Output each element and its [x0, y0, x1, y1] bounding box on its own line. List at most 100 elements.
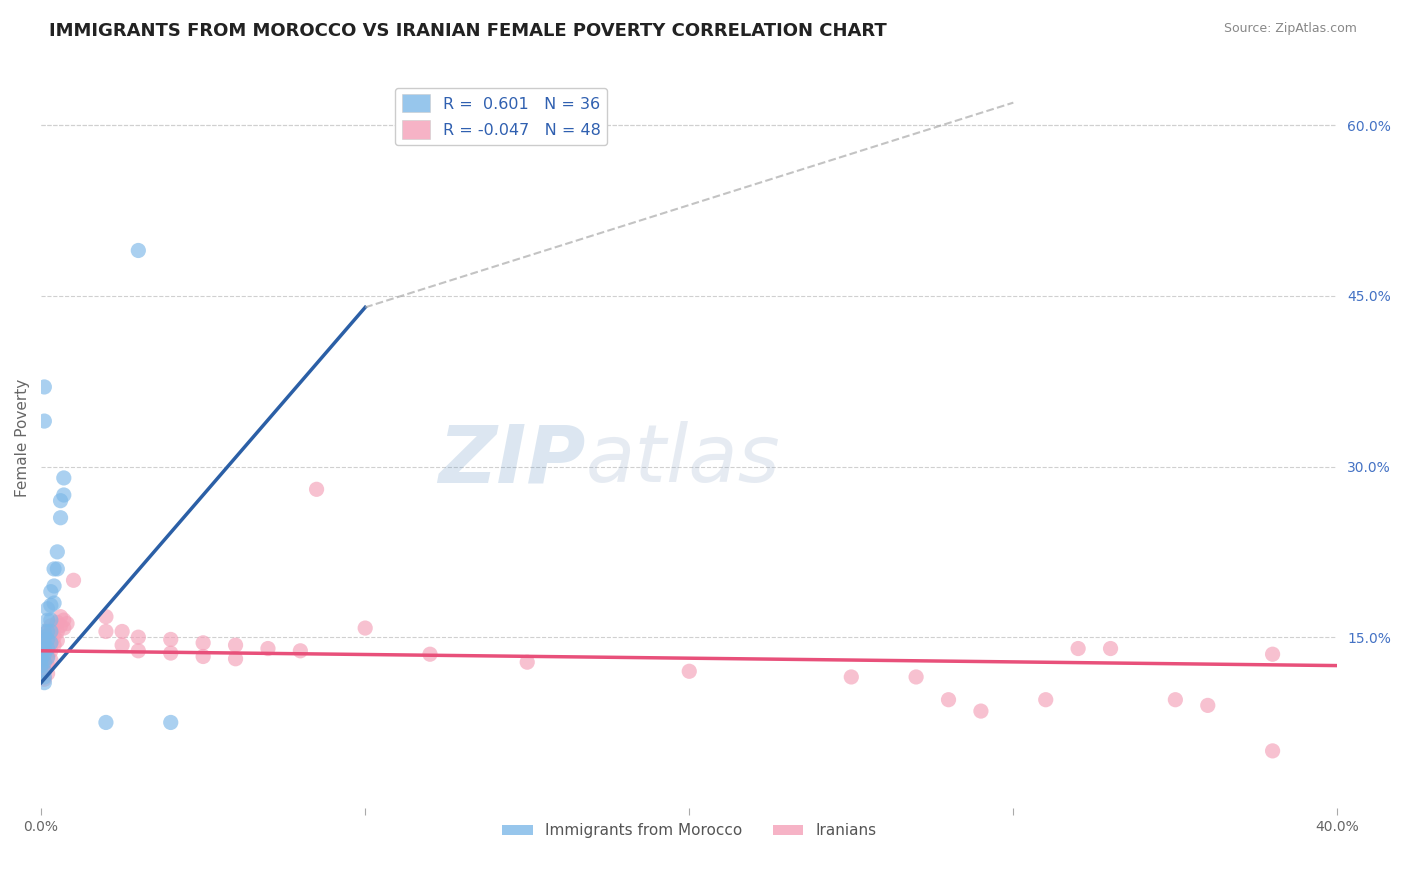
Point	[42, 562, 65, 576]
Point	[34, 640, 56, 654]
Text: atlas: atlas	[585, 421, 780, 500]
Text: IMMIGRANTS FROM MOROCCO VS IRANIAN FEMALE POVERTY CORRELATION CHART: IMMIGRANTS FROM MOROCCO VS IRANIAN FEMAL…	[49, 22, 887, 40]
Point	[34, 675, 56, 690]
Point	[839, 670, 862, 684]
Point	[52, 488, 75, 502]
Point	[111, 624, 134, 639]
Text: Source: ZipAtlas.com: Source: ZipAtlas.com	[1223, 22, 1357, 36]
Point	[46, 545, 69, 559]
Point	[52, 613, 75, 627]
Point	[39, 644, 62, 658]
Point	[191, 636, 214, 650]
Point	[305, 483, 328, 497]
Point	[46, 633, 69, 648]
Point	[37, 666, 59, 681]
Point	[52, 621, 75, 635]
Point	[37, 624, 59, 639]
Point	[42, 579, 65, 593]
Point	[39, 619, 62, 633]
Point	[30, 658, 52, 673]
Point	[39, 636, 62, 650]
Point	[94, 609, 117, 624]
Point	[42, 596, 65, 610]
Point	[94, 715, 117, 730]
Point	[516, 655, 538, 669]
Point	[34, 670, 56, 684]
Point	[1197, 698, 1219, 713]
Point	[37, 613, 59, 627]
Point	[225, 652, 247, 666]
Point	[37, 601, 59, 615]
Point	[37, 658, 59, 673]
Point	[127, 244, 149, 258]
Point	[46, 615, 69, 630]
Point	[34, 630, 56, 644]
Point	[37, 641, 59, 656]
Point	[49, 493, 72, 508]
Point	[37, 624, 59, 639]
Point	[46, 562, 69, 576]
Point	[34, 641, 56, 656]
Point	[34, 655, 56, 669]
Point	[127, 644, 149, 658]
Point	[46, 624, 69, 639]
Point	[30, 647, 52, 661]
Point	[678, 665, 700, 679]
Point	[938, 692, 960, 706]
Point	[52, 471, 75, 485]
Point	[49, 510, 72, 524]
Point	[419, 647, 441, 661]
Point	[42, 630, 65, 644]
Point	[39, 584, 62, 599]
Point	[354, 621, 377, 635]
Point	[42, 638, 65, 652]
Point	[30, 653, 52, 667]
Point	[905, 670, 928, 684]
Point	[191, 649, 214, 664]
Point	[34, 665, 56, 679]
Point	[56, 616, 79, 631]
Point	[30, 653, 52, 667]
Point	[37, 632, 59, 647]
Point	[1067, 641, 1090, 656]
Point	[39, 636, 62, 650]
Point	[49, 609, 72, 624]
Point	[34, 414, 56, 428]
Point	[39, 628, 62, 642]
Point	[1164, 692, 1187, 706]
Point	[37, 641, 59, 656]
Point	[159, 715, 181, 730]
Point	[42, 621, 65, 635]
Point	[39, 653, 62, 667]
Point	[34, 665, 56, 679]
Point	[257, 641, 280, 656]
Point	[970, 704, 993, 718]
Point	[49, 619, 72, 633]
Point	[159, 646, 181, 660]
Point	[62, 574, 84, 588]
Point	[34, 647, 56, 661]
Point	[127, 630, 149, 644]
Point	[30, 665, 52, 679]
Point	[1261, 647, 1284, 661]
Point	[111, 638, 134, 652]
Point	[37, 650, 59, 665]
Point	[34, 380, 56, 394]
Point	[1035, 692, 1057, 706]
Point	[94, 624, 117, 639]
Point	[39, 599, 62, 613]
Point	[290, 644, 312, 658]
Point	[39, 624, 62, 639]
Point	[225, 638, 247, 652]
Point	[34, 672, 56, 686]
Point	[34, 636, 56, 650]
Point	[34, 630, 56, 644]
Point	[39, 613, 62, 627]
Point	[1261, 744, 1284, 758]
Text: ZIP: ZIP	[439, 421, 585, 500]
Legend: Immigrants from Morocco, Iranians: Immigrants from Morocco, Iranians	[496, 817, 883, 845]
Y-axis label: Female Poverty: Female Poverty	[15, 379, 30, 497]
Point	[34, 624, 56, 639]
Point	[37, 632, 59, 647]
Point	[37, 649, 59, 664]
